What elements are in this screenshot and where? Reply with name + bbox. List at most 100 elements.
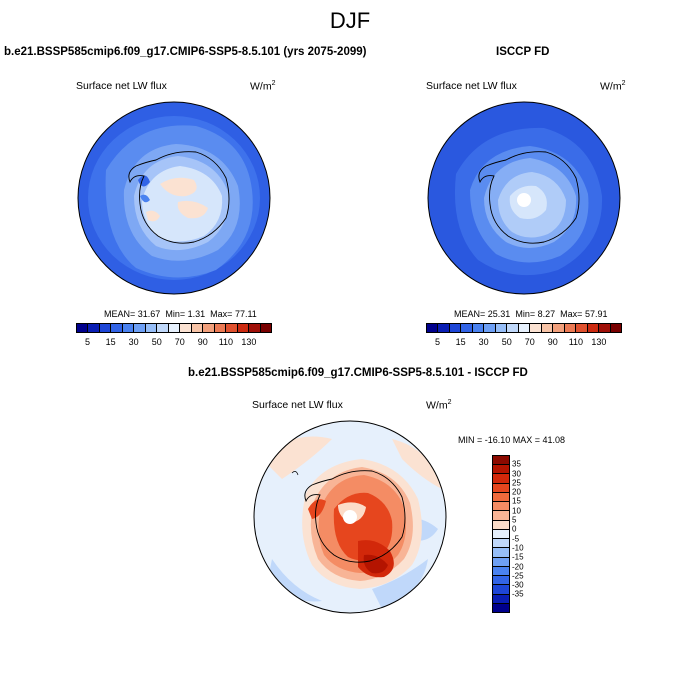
colorbar-tick-label: 0 — [512, 524, 517, 534]
colorbar-swatch — [587, 324, 600, 332]
colorbar-swatch — [449, 324, 462, 332]
colorbar-swatch — [180, 324, 192, 332]
colorbar-swatch — [493, 520, 509, 530]
panel-1-colorbar-tick-labels: 5 15 30 50 70 90 110 130 — [76, 337, 272, 349]
colorbar-swatch — [493, 502, 509, 512]
colorbar-swatch — [518, 324, 531, 332]
panel-1-colorbar — [76, 323, 272, 333]
colorbar-swatch — [541, 324, 554, 332]
colorbar-tick-label: 90 — [197, 337, 208, 347]
colorbar-swatch — [493, 548, 509, 558]
colorbar-swatch — [553, 324, 565, 332]
panel-2-title: ISCCP FD — [496, 46, 550, 58]
colorbar-swatch — [226, 324, 238, 332]
colorbar-tick-label: -30 — [512, 580, 524, 590]
panel-2-units-label: W/m2 — [600, 80, 626, 93]
colorbar-swatch — [493, 576, 509, 586]
colorbar-tick-label: 130 — [591, 337, 607, 347]
colorbar-tick-label: 15 — [455, 337, 466, 347]
colorbar-swatch — [168, 324, 181, 332]
colorbar-swatch — [493, 529, 509, 540]
panel-3-pole-hole — [343, 510, 357, 524]
colorbar-tick-label: 10 — [512, 506, 521, 516]
panel-3-units-label: W/m2 — [426, 399, 452, 412]
colorbar-tick-label: -35 — [512, 589, 524, 599]
colorbar-swatch — [461, 324, 473, 332]
colorbar-tick-label: 110 — [218, 337, 234, 347]
panel-1-polar-map — [77, 101, 271, 295]
panel-3-coastline — [304, 470, 406, 563]
colorbar-tick-label: 70 — [524, 337, 535, 347]
colorbar-swatch — [507, 324, 519, 332]
colorbar-tick-label: 20 — [512, 487, 521, 497]
colorbar-swatch — [564, 324, 577, 332]
panel-1-units-label: W/m2 — [250, 80, 276, 93]
panel-3-polar-map — [253, 420, 447, 614]
colorbar-swatch — [472, 324, 485, 332]
panel-1-stats: MEAN= 31.67 Min= 1.31 Max= 77.11 — [104, 309, 257, 319]
colorbar-swatch — [493, 539, 509, 549]
colorbar-swatch — [599, 324, 611, 332]
colorbar-swatch — [157, 324, 169, 332]
colorbar-swatch — [134, 324, 146, 332]
figure-title: DJF — [329, 8, 371, 33]
colorbar-tick-label: 15 — [512, 496, 521, 506]
colorbar-tick-label: 30 — [128, 337, 139, 347]
panel-2-colorbar-tick-labels: 5 15 30 50 70 90 110 130 — [426, 337, 622, 349]
colorbar-tick-label: 90 — [547, 337, 558, 347]
colorbar-tick-label: 35 — [512, 459, 521, 469]
colorbar-swatch — [493, 566, 509, 577]
colorbar-tick-label: 70 — [174, 337, 185, 347]
colorbar-tick-label: -15 — [512, 552, 524, 562]
panel-1-variable-label: Surface net LW flux — [76, 80, 167, 92]
colorbar-swatch — [88, 324, 100, 332]
colorbar-swatch — [493, 585, 509, 595]
colorbar-swatch — [576, 324, 588, 332]
panel-1-title: b.e21.BSSP585cmip6.f09_g17.CMIP6-SSP5-8.… — [4, 46, 367, 58]
colorbar-swatch — [260, 324, 271, 332]
colorbar-tick-label: 110 — [568, 337, 584, 347]
colorbar-swatch — [99, 324, 112, 332]
panel-2-stats: MEAN= 25.31 Min= 8.27 Max= 57.91 — [454, 309, 608, 319]
colorbar-tick-label: 50 — [151, 337, 162, 347]
panel-3-colorbar-tick-labels: 35 30 25 20 15 10 5 0 -5 -10 -15 -20 -25 -30 -35 — [512, 455, 542, 613]
colorbar-tick-label: -25 — [512, 571, 524, 581]
colorbar-tick-label: -5 — [512, 534, 520, 544]
colorbar-swatch — [237, 324, 250, 332]
colorbar-tick-label: 5 — [512, 515, 517, 525]
panel-2-colorbar — [426, 323, 622, 333]
colorbar-swatch — [493, 483, 509, 493]
colorbar-swatch — [530, 324, 542, 332]
colorbar-tick-label: -10 — [512, 543, 524, 553]
panel-2-pole-hole — [517, 193, 531, 207]
panel-1-coastline — [128, 151, 230, 244]
colorbar-tick-label: -20 — [512, 562, 524, 572]
panel-3-title: b.e21.BSSP585cmip6.f09_g17.CMIP6-SSP5-8.… — [188, 367, 528, 379]
colorbar-swatch — [493, 474, 509, 484]
colorbar-tick-label: 25 — [512, 478, 521, 488]
panel-3-variable-label: Surface net LW flux — [252, 399, 343, 411]
colorbar-swatch — [122, 324, 135, 332]
colorbar-swatch — [493, 603, 509, 612]
colorbar-swatch — [77, 324, 89, 332]
colorbar-tick-label: 5 — [85, 337, 91, 347]
colorbar-swatch — [427, 324, 439, 332]
colorbar-swatch — [145, 324, 158, 332]
colorbar-tick-label: 130 — [241, 337, 257, 347]
colorbar-swatch — [493, 465, 509, 475]
panel-2-polar-map — [427, 101, 621, 295]
colorbar-swatch — [191, 324, 204, 332]
colorbar-swatch — [495, 324, 508, 332]
colorbar-tick-label: 15 — [105, 337, 116, 347]
colorbar-swatch — [203, 324, 215, 332]
panel-3-colorbar — [492, 455, 510, 613]
colorbar-swatch — [111, 324, 123, 332]
colorbar-swatch — [493, 511, 509, 521]
colorbar-tick-label: 5 — [435, 337, 441, 347]
colorbar-swatch — [493, 594, 509, 604]
colorbar-swatch — [610, 324, 621, 332]
colorbar-swatch — [493, 557, 509, 567]
colorbar-swatch — [493, 456, 509, 466]
colorbar-tick-label: 50 — [501, 337, 512, 347]
colorbar-tick-label: 30 — [512, 469, 521, 479]
